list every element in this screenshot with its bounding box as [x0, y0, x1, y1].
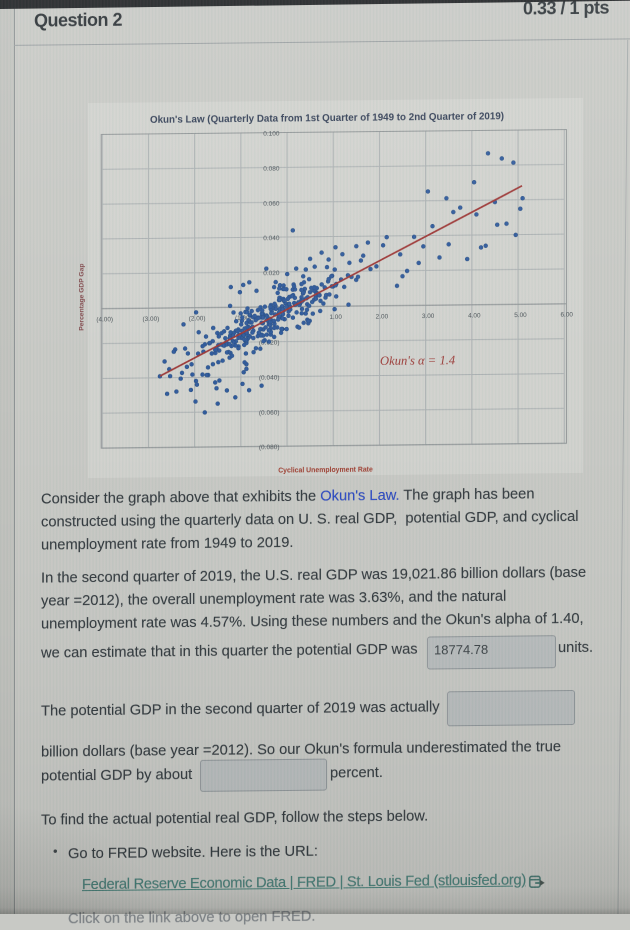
svg-text:4.00: 4.00 — [468, 312, 481, 319]
svg-text:(3.00): (3.00) — [143, 316, 160, 323]
svg-text:6.00: 6.00 — [560, 311, 573, 318]
svg-text:(2.00): (2.00) — [189, 315, 206, 322]
svg-text:0.100: 0.100 — [263, 131, 280, 138]
svg-text:0.060: 0.060 — [263, 200, 280, 207]
svg-text:Okun's α = 1.4: Okun's α = 1.4 — [380, 353, 456, 368]
svg-text:2.00: 2.00 — [376, 313, 389, 320]
svg-text:Okun's Law (Quarterly Data fro: Okun's Law (Quarterly Data from 1st Quar… — [150, 111, 504, 126]
svg-text:0.020: 0.020 — [263, 270, 280, 277]
svg-text:Percentage GDP Gap: Percentage GDP Gap — [79, 264, 86, 331]
svg-text:(0.080): (0.080) — [259, 444, 280, 451]
svg-text:5.00: 5.00 — [514, 312, 527, 319]
svg-text:1.00: 1.00 — [329, 314, 342, 321]
svg-text:0.040: 0.040 — [263, 235, 280, 242]
svg-text:Cyclical Unemployment Rate: Cyclical Unemployment Rate — [278, 466, 373, 474]
svg-text:(0.060): (0.060) — [259, 409, 280, 416]
svg-text:(0.040): (0.040) — [259, 375, 280, 382]
svg-text:0.080: 0.080 — [263, 165, 280, 172]
svg-text:3.00: 3.00 — [422, 313, 435, 320]
svg-text:(4.00): (4.00) — [96, 316, 113, 323]
